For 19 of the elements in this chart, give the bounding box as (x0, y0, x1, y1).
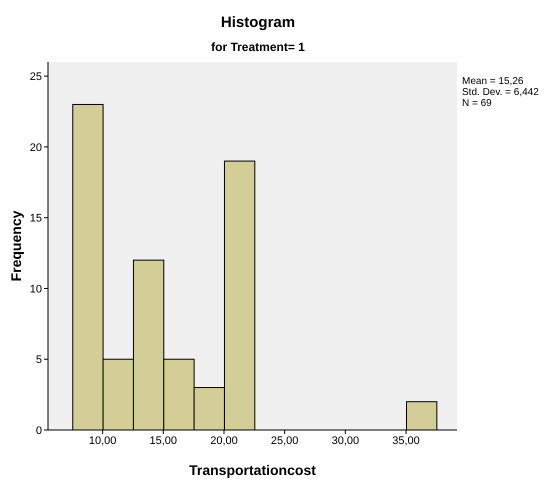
chart-subtitle: for Treatment= 1 (210, 40, 306, 54)
x-axis-title: Transportationcost (189, 462, 316, 478)
text: Mean = 15,26 (462, 76, 524, 87)
y-tick-label: 0 (36, 424, 42, 437)
y-tick-label: 15 (30, 212, 42, 225)
y-tick-label: 20 (30, 142, 42, 154)
y-tick-label: 25 (30, 71, 42, 84)
chart-title: Histogram (220, 14, 296, 31)
y-tick-label: 10 (30, 283, 42, 296)
text: Std. Dev. = 6,442 (462, 87, 539, 98)
text: N = 69 (462, 98, 493, 109)
x-tick-label: 30,00 (332, 434, 360, 447)
x-tick-label: 35,00 (392, 434, 420, 447)
x-tick-label: 25,00 (270, 434, 298, 447)
x-tick-label: 15,00 (150, 434, 178, 447)
y-tick-label: 5 (36, 354, 42, 366)
x-tick-label: 10,00 (88, 434, 116, 447)
x-tick-label: 20,00 (210, 434, 238, 447)
y-axis-title: Frequency (8, 210, 24, 282)
